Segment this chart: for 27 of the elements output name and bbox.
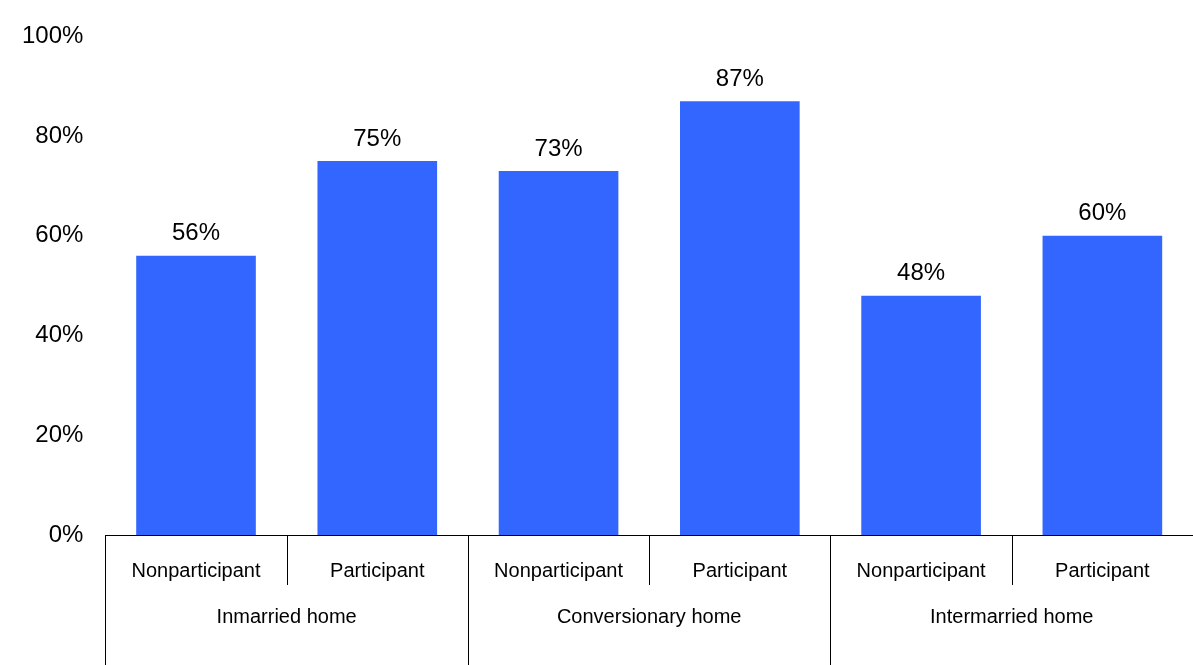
x-tick-label: Participant (330, 558, 425, 581)
data-label: 87% (715, 63, 764, 91)
x-tick-label: Nonparticipant (856, 558, 987, 581)
data-label: 73% (534, 133, 583, 161)
y-tick-label: 0% (48, 519, 84, 547)
text: Inmarried home (216, 604, 357, 627)
y-tick-label: 100% (21, 21, 84, 49)
x-tick-label: Participant (1055, 558, 1151, 581)
y-tick-label: 80% (35, 120, 84, 148)
bar (136, 255, 256, 535)
data-label: 48% (897, 258, 946, 286)
bar (1042, 235, 1163, 535)
y-tick-label: 40% (35, 320, 84, 348)
text: Conversionary home (556, 604, 742, 627)
y-tick-label: 20% (35, 419, 84, 447)
bar (498, 171, 619, 535)
data-label: 75% (353, 123, 402, 151)
data-label: 60% (1078, 198, 1127, 226)
data-label: 56% (171, 218, 221, 246)
x-tick-label: Nonparticipant (131, 558, 261, 581)
bar (317, 161, 438, 535)
text: Intermarried home (930, 604, 1094, 627)
x-tick-label: Participant (692, 558, 788, 581)
y-tick-label: 60% (35, 220, 84, 248)
bar (680, 101, 800, 535)
x-tick-label: Nonparticipant (494, 558, 624, 581)
bar (861, 295, 981, 535)
